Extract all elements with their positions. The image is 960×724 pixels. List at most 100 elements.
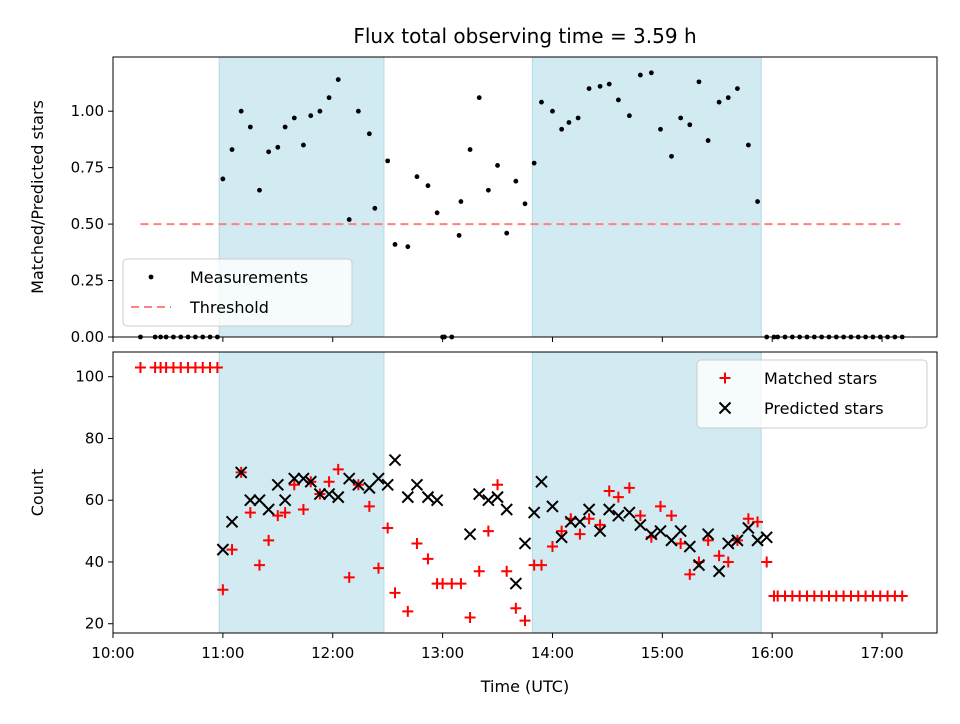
predicted-star-marker — [372, 472, 385, 485]
x-tick-label: 13:00 — [421, 644, 464, 662]
top-panel: 0.00 0.25 0.50 0.75 1.00 Matched/Predicted st… — [28, 24, 938, 346]
measurement-point — [705, 138, 711, 143]
matched-star-marker — [288, 479, 300, 491]
observing-interval-1 — [218, 351, 385, 634]
measurement-point — [678, 115, 684, 121]
y-tick-label: 1.00 — [71, 102, 104, 120]
predicted-star-marker — [564, 515, 577, 529]
predicted-star-marker — [463, 527, 477, 541]
matched-star-marker — [665, 510, 677, 522]
matched-star-marker — [272, 510, 284, 522]
x-tick-label: 15:00 — [641, 644, 684, 662]
measurement-point — [669, 153, 674, 159]
predicted-star-marker — [722, 537, 735, 550]
predicted-star-marker — [500, 503, 513, 516]
predicted-star-marker — [518, 537, 532, 550]
y-tick-label: 100 — [75, 368, 104, 386]
x-tick-label: 11:00 — [201, 644, 244, 662]
predicted-star-marker — [623, 506, 636, 519]
measurement-point — [725, 95, 731, 101]
predicted-star-marker — [527, 506, 541, 519]
legend: Measurements Threshold — [122, 258, 353, 327]
measurement-point — [687, 122, 693, 128]
measurement-point — [266, 149, 272, 155]
predicted-star-marker — [352, 478, 365, 491]
x-tick-label: 16:00 — [751, 644, 794, 662]
predicted-star-marker — [271, 478, 285, 491]
matched-star-marker — [722, 556, 734, 568]
predicted-star-marker — [304, 475, 317, 488]
measurement-point — [550, 108, 555, 114]
matched-star-marker — [363, 500, 375, 512]
measurement-point — [566, 120, 572, 125]
y-tick-label: 60 — [85, 491, 104, 509]
predicted-star-marker — [546, 500, 559, 513]
measurement-point — [392, 242, 398, 247]
matched-star-marker — [634, 510, 646, 522]
measurement-point — [467, 147, 473, 152]
predicted-star-marker — [760, 531, 773, 544]
measurement-point — [385, 158, 391, 164]
predicted-star-marker — [603, 503, 616, 516]
y-tick-label: 0.50 — [71, 215, 104, 233]
series-predicted-stars — [216, 453, 773, 590]
y-axis-label: Matched/Predicted stars — [28, 100, 47, 294]
predicted-star-marker — [612, 509, 625, 522]
predicted-star-marker — [421, 490, 435, 504]
matched-star-marker — [684, 568, 696, 580]
measurement-point — [301, 142, 306, 148]
predicted-star-marker — [645, 527, 658, 541]
measurement-point — [615, 97, 621, 103]
measurement-point — [476, 95, 482, 101]
predicted-star-marker — [216, 543, 230, 556]
matched-star-marker — [655, 500, 667, 512]
measurement-point — [275, 144, 281, 150]
predicted-star-marker — [297, 472, 310, 485]
matched-star-marker — [761, 556, 773, 568]
matched-star-marker — [896, 590, 908, 602]
measurement-point — [229, 147, 235, 152]
measurement-point — [539, 99, 544, 105]
predicted-star-marker — [654, 524, 667, 538]
predicted-star-marker — [332, 490, 345, 504]
measurement-point — [326, 95, 332, 101]
chart-title: Flux total observing time = 3.59 h — [353, 24, 696, 48]
matched-star-marker — [411, 537, 423, 549]
matched-star-marker — [519, 615, 531, 627]
matched-star-marker — [535, 559, 547, 571]
matched-star-marker — [501, 565, 513, 577]
predicted-star-marker — [482, 494, 495, 507]
predicted-star-marker — [751, 534, 764, 547]
predicted-star-marker — [634, 518, 647, 532]
measurement-point — [637, 72, 643, 78]
measurement-point — [504, 230, 510, 236]
matched-star-marker — [594, 519, 606, 531]
predicted-star-marker — [244, 494, 257, 507]
measurement-point — [308, 113, 314, 119]
predicted-star-marker — [313, 487, 327, 501]
matched-star-marker — [492, 479, 504, 491]
measurement-point — [291, 115, 297, 121]
matched-star-marker — [455, 578, 467, 590]
measurement-point — [606, 81, 612, 87]
measurement-point — [755, 199, 760, 204]
legend-swatch-predicted — [718, 401, 732, 415]
predicted-star-marker — [491, 490, 504, 504]
measurement-point — [531, 160, 537, 166]
measurement-point — [257, 187, 262, 193]
predicted-star-marker — [430, 494, 444, 507]
predicted-star-marker — [225, 515, 239, 529]
predicted-star-marker — [683, 540, 697, 553]
predicted-star-marker — [712, 565, 726, 578]
measurement-point — [485, 187, 491, 193]
matched-star-marker — [389, 587, 401, 599]
measurement-point — [597, 83, 603, 89]
predicted-star-marker — [573, 515, 587, 529]
matched-star-marker — [510, 602, 522, 614]
measurement-point — [495, 162, 500, 168]
matched-star-marker — [556, 525, 568, 537]
measurement-point — [405, 244, 411, 250]
matched-star-marker — [226, 544, 238, 556]
legend: Matched stars Predicted stars — [696, 359, 928, 429]
